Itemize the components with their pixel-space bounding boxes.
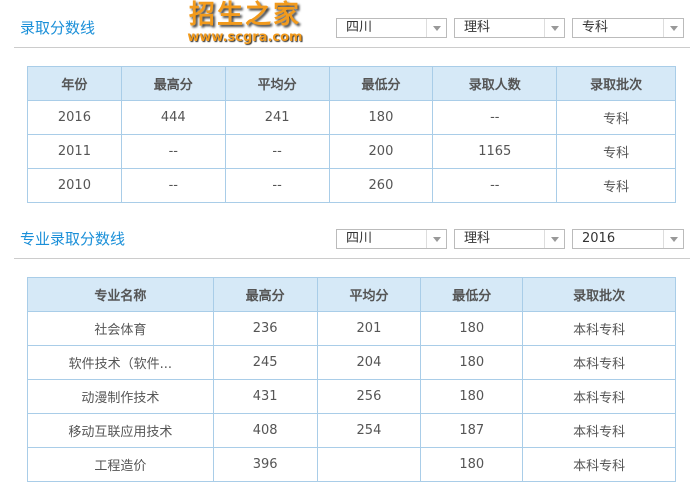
- select-value: 理科: [464, 231, 491, 246]
- table-cell: 社会体育: [27, 311, 214, 346]
- table-cell: 本科专科: [522, 447, 676, 482]
- table-cell: 431: [212, 379, 318, 414]
- table-cell: 241: [224, 100, 330, 135]
- table-row: 2016 444 241 180 -- 专科: [27, 100, 676, 135]
- province-select-2[interactable]: 四川: [336, 229, 447, 249]
- table-cell: 本科专科: [522, 379, 676, 414]
- column-header: 年份: [27, 66, 122, 101]
- chevron-down-icon: [544, 19, 564, 37]
- table-cell: 180: [420, 379, 524, 414]
- table-cell: 444: [120, 100, 226, 135]
- table-cell: 260: [328, 168, 434, 203]
- table-cell: --: [432, 100, 558, 135]
- table-cell: 180: [420, 447, 524, 482]
- watermark-logo: 招生之家 www.scgra.com: [170, 0, 320, 46]
- watermark-text: 招生之家: [188, 0, 301, 30]
- table-cell: 408: [212, 413, 318, 448]
- column-header: 录取批次: [522, 277, 676, 312]
- column-header: 最低分: [328, 66, 434, 101]
- table-cell: --: [120, 168, 226, 203]
- column-header: 录取批次: [556, 66, 676, 101]
- select-value: 2016: [582, 231, 616, 246]
- table-cell: 工程造价: [27, 447, 214, 482]
- select-value: 四川: [346, 20, 373, 35]
- chevron-down-icon: [426, 230, 446, 248]
- province-select[interactable]: 四川: [336, 18, 447, 38]
- table-cell: 本科专科: [522, 345, 676, 380]
- column-header: 最高分: [212, 277, 318, 312]
- table-cell: 187: [420, 413, 524, 448]
- table-cell: 201: [316, 311, 422, 346]
- column-header: 专业名称: [27, 277, 214, 312]
- table-cell: 软件技术（软件...: [27, 345, 214, 380]
- table-cell: 移动互联应用技术: [27, 413, 214, 448]
- divider: [14, 258, 690, 259]
- table-cell: 1165: [432, 134, 558, 169]
- table-cell: 256: [316, 379, 422, 414]
- table-row: 工程造价 396 180 本科专科: [27, 447, 676, 482]
- column-header: 平均分: [224, 66, 330, 101]
- table-row: 2010 -- -- 260 -- 专科: [27, 168, 676, 203]
- table-cell: 180: [328, 100, 434, 135]
- table-cell: 180: [420, 311, 524, 346]
- select-value: 四川: [346, 231, 373, 246]
- major-score-table: 专业名称 最高分 平均分 最低分 录取批次 社会体育 236 201 180 本科专科 软件技术（软…: [27, 277, 676, 482]
- table-cell: 本科专科: [522, 311, 676, 346]
- column-header: 录取人数: [432, 66, 558, 101]
- table-cell: 2010: [27, 168, 122, 203]
- table-cell: 396: [212, 447, 318, 482]
- subject-select-2[interactable]: 理科: [454, 229, 565, 249]
- table-cell: 专科: [556, 168, 676, 203]
- table-cell: 245: [212, 345, 318, 380]
- year-select[interactable]: 2016: [572, 229, 684, 249]
- table-row: 2011 -- -- 200 1165 专科: [27, 134, 676, 169]
- table-cell: 2016: [27, 100, 122, 135]
- column-header: 最低分: [420, 277, 524, 312]
- table-cell: 204: [316, 345, 422, 380]
- table-cell: 254: [316, 413, 422, 448]
- table-cell: 180: [420, 345, 524, 380]
- table-cell: 专科: [556, 100, 676, 135]
- watermark-url: www.scgra.com: [187, 30, 303, 45]
- table-row: 社会体育 236 201 180 本科专科: [27, 311, 676, 346]
- table-cell: 236: [212, 311, 318, 346]
- table-cell: 专科: [556, 134, 676, 169]
- table-cell: 200: [328, 134, 434, 169]
- batch-select[interactable]: 专科: [572, 18, 684, 38]
- table-cell: --: [224, 168, 330, 203]
- chevron-down-icon: [426, 19, 446, 37]
- table-cell: --: [432, 168, 558, 203]
- select-value: 理科: [464, 20, 491, 35]
- table-cell: --: [120, 134, 226, 169]
- chevron-down-icon: [663, 230, 683, 248]
- divider: [14, 47, 690, 48]
- table-row: 动漫制作技术 431 256 180 本科专科: [27, 379, 676, 414]
- section-title-major-scores: 专业录取分数线: [20, 230, 126, 248]
- table-cell: 本科专科: [522, 413, 676, 448]
- table-cell: --: [224, 134, 330, 169]
- table-cell: 动漫制作技术: [27, 379, 214, 414]
- select-value: 专科: [582, 20, 609, 35]
- chevron-down-icon: [663, 19, 683, 37]
- subject-select[interactable]: 理科: [454, 18, 565, 38]
- table-row: 软件技术（软件... 245 204 180 本科专科: [27, 345, 676, 380]
- chevron-down-icon: [544, 230, 564, 248]
- column-header: 最高分: [120, 66, 226, 101]
- table-cell: 2011: [27, 134, 122, 169]
- table-row: 移动互联应用技术 408 254 187 本科专科: [27, 413, 676, 448]
- column-header: 平均分: [316, 277, 422, 312]
- admission-score-table: 年份 最高分 平均分 最低分 录取人数 录取批次 2016 444 241 180 -- 专科 2011…: [27, 66, 676, 203]
- section-title-admission-scores: 录取分数线: [20, 19, 96, 37]
- table-cell: [316, 447, 422, 482]
